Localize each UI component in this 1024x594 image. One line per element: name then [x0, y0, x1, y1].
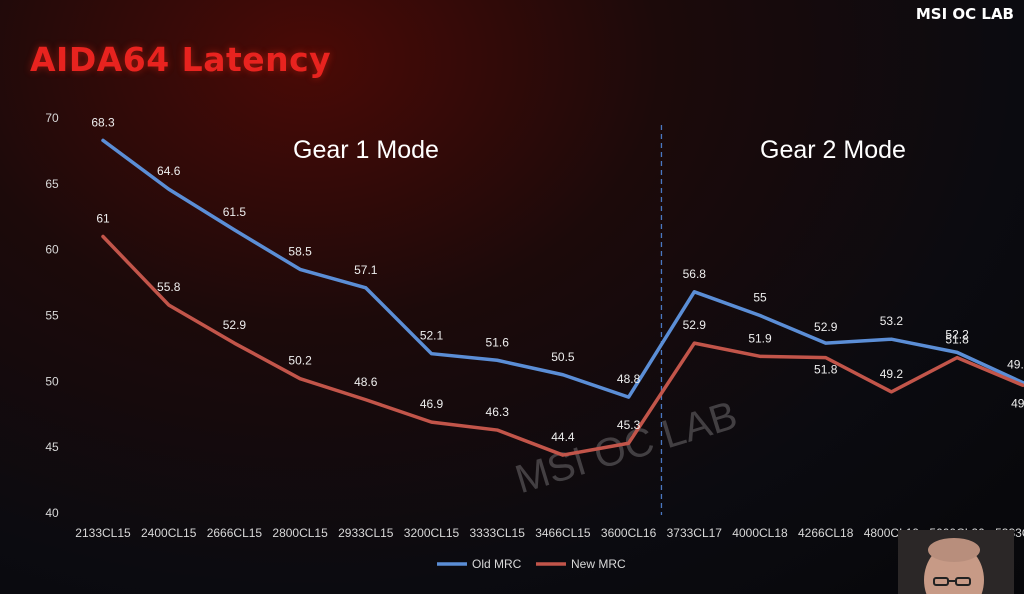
old-mrc-data-label: 61.5 [223, 205, 247, 219]
y-axis: 40 45 50 55 60 65 70 [45, 111, 59, 520]
x-tick-label: 3600CL16 [601, 526, 657, 540]
new-mrc-data-label: 45.3 [617, 418, 641, 432]
old-mrc-series-line [101, 138, 1024, 399]
y-tick-label: 55 [45, 309, 59, 323]
y-tick-label: 65 [45, 177, 59, 191]
new-mrc-data-label: 55.8 [157, 280, 181, 294]
legend: Old MRC New MRC [437, 557, 626, 571]
new-mrc-data-label: 52.9 [223, 318, 247, 332]
old-mrc-data-label: 48.8 [617, 372, 641, 386]
webcam-overlay [898, 530, 1014, 594]
y-tick-label: 60 [45, 243, 59, 257]
new-mrc-data-label: 51.8 [814, 363, 838, 377]
x-tick-label: 3466CL15 [535, 526, 591, 540]
x-tick-label: 2400CL15 [141, 526, 197, 540]
new-mrc-data-label: 49.7 [1011, 396, 1024, 410]
chart-title: AIDA64 Latency [30, 40, 332, 79]
x-tick-label: 4000CL18 [732, 526, 788, 540]
old-mrc-data-label: 56.8 [683, 267, 707, 281]
old-mrc-data-label: 49.9 [1007, 358, 1024, 372]
old-mrc-data-label: 57.1 [354, 263, 378, 277]
gear-2-mode-label: Gear 2 Mode [760, 136, 906, 164]
new-mrc-data-label: 51.8 [945, 333, 969, 347]
series-layer: 68.3 64.6 61.5 58.5 57.1 52.1 51.6 50.5 48.8 56.8… [91, 115, 1024, 457]
y-tick-label: 40 [45, 506, 59, 520]
y-tick-label: 45 [45, 440, 59, 454]
old-mrc-data-label: 55 [753, 291, 767, 305]
new-mrc-data-label: 50.2 [288, 354, 312, 368]
new-mrc-data-label: 44.4 [551, 430, 575, 444]
new-mrc-data-label: 46.9 [420, 397, 444, 411]
x-tick-label: 3200CL15 [404, 526, 460, 540]
old-mrc-data-label: 52.1 [420, 329, 444, 343]
new-mrc-data-label: 51.9 [748, 331, 772, 345]
brand-logo-text: MSI OC LAB [915, 5, 1014, 23]
y-tick-label: 70 [45, 111, 59, 125]
new-mrc-data-label: 48.6 [354, 375, 378, 389]
legend-new-mrc-label: New MRC [571, 557, 626, 571]
old-mrc-data-label: 50.5 [551, 350, 575, 364]
x-tick-label: 4266CL18 [798, 526, 854, 540]
x-tick-label: 2800CL15 [272, 526, 328, 540]
new-mrc-series-line [101, 234, 1024, 457]
new-mrc-data-label: 61 [96, 212, 110, 226]
old-mrc-data-label: 52.2 [945, 327, 969, 341]
gear-1-mode-label: Gear 1 Mode [293, 136, 439, 164]
new-mrc-data-label: 49.2 [880, 367, 904, 381]
new-mrc-data-label: 52.9 [683, 318, 707, 332]
presenter-image [898, 530, 1014, 594]
x-axis: 2133CL15 2400CL15 2666CL15 2800CL15 2933CL15… [75, 526, 1024, 540]
old-mrc-data-label: 58.5 [288, 244, 312, 258]
x-tick-label: 2666CL15 [207, 526, 263, 540]
x-tick-label: 3733CL17 [667, 526, 723, 540]
old-mrc-data-label: 52.9 [814, 320, 838, 334]
old-mrc-data-label: 68.3 [91, 115, 115, 129]
legend-old-mrc-label: Old MRC [472, 557, 522, 571]
x-tick-label: 2933CL15 [338, 526, 394, 540]
y-tick-label: 50 [45, 374, 59, 388]
old-mrc-data-label: 64.6 [157, 164, 181, 178]
old-mrc-data-label: 53.2 [880, 314, 904, 328]
new-mrc-data-label: 46.3 [486, 405, 510, 419]
x-tick-label: 2133CL15 [75, 526, 131, 540]
x-tick-label: 3333CL15 [470, 526, 526, 540]
old-mrc-data-label: 51.6 [486, 335, 510, 349]
